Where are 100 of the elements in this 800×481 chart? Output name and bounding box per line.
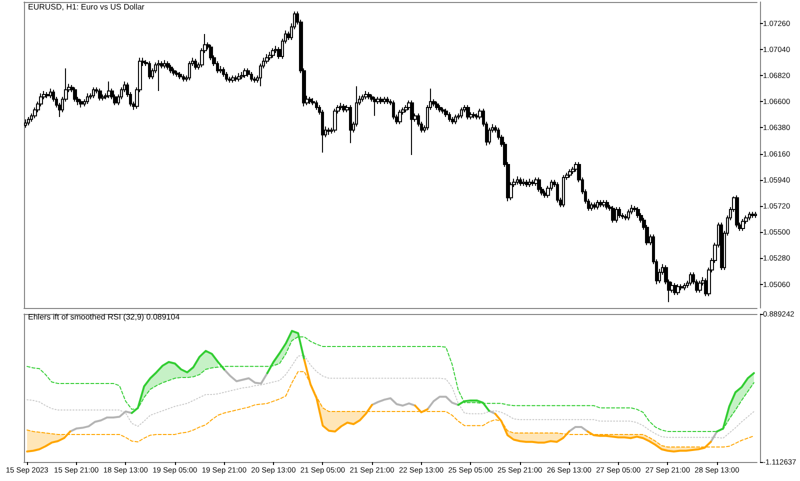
chart-title: Ehlers ift of smoothed RSI (32,9) 0.089104 — [28, 312, 180, 322]
candlestick — [466, 104, 470, 120]
chart-title: EURUSD, H1: Euro vs US Dollar — [28, 2, 145, 12]
candlestick — [86, 92, 89, 104]
candlestick — [525, 179, 528, 188]
candlestick — [45, 92, 49, 99]
candlestick — [676, 284, 680, 296]
candlestick — [367, 92, 371, 100]
candlestick — [27, 116, 30, 126]
candlestick — [373, 96, 377, 116]
candlestick — [379, 96, 383, 104]
candlestick — [679, 284, 683, 291]
candlestick — [107, 80, 111, 99]
candlestick — [605, 200, 609, 210]
candlestick — [148, 60, 151, 80]
candlestick — [271, 48, 275, 58]
candlestick — [240, 71, 244, 80]
candlestick — [735, 194, 739, 228]
candlestick — [194, 58, 197, 70]
candlestick — [182, 74, 185, 82]
candlestick — [265, 54, 269, 64]
candlestick — [253, 76, 256, 84]
candlestick — [683, 282, 686, 291]
candlestick — [562, 174, 565, 208]
candlestick — [543, 190, 547, 198]
candlestick — [751, 211, 754, 218]
candlestick — [349, 104, 352, 144]
candlestick — [398, 109, 402, 125]
candlestick — [392, 100, 395, 120]
candlestick — [268, 51, 272, 61]
candlestick — [172, 68, 176, 76]
candlestick — [361, 94, 364, 102]
candlestick — [246, 68, 250, 78]
candlestick — [741, 218, 745, 232]
candlestick — [231, 75, 235, 84]
candlestick — [237, 72, 241, 82]
candlestick — [522, 178, 525, 186]
candlestick — [472, 112, 476, 119]
candlestick — [166, 60, 170, 70]
candlestick — [222, 66, 225, 78]
candlestick — [188, 60, 191, 81]
candlestick — [228, 76, 231, 84]
candlestick — [92, 86, 95, 99]
candlestick — [698, 280, 702, 294]
candlestick — [225, 71, 228, 82]
candlestick — [404, 104, 408, 113]
candlestick — [516, 176, 519, 186]
candlestick — [519, 177, 522, 186]
candlestick — [438, 104, 442, 113]
candlestick — [627, 209, 630, 221]
candlestick — [618, 206, 621, 218]
candlestick — [386, 96, 389, 104]
candlestick — [321, 109, 324, 154]
candlestick — [460, 107, 463, 119]
candlestick — [531, 179, 535, 186]
candlestick — [451, 116, 454, 125]
candlestick — [178, 71, 182, 80]
candlestick — [219, 66, 222, 74]
candlestick — [410, 100, 414, 156]
candlestick — [157, 60, 160, 92]
candlestick — [615, 206, 618, 224]
candlestick — [333, 108, 337, 133]
candlestick — [163, 60, 166, 69]
candlestick — [754, 211, 757, 218]
candlestick — [596, 200, 599, 210]
candlestick — [342, 104, 346, 113]
candlestick — [624, 214, 627, 221]
candlestick — [720, 222, 723, 271]
candlestick — [383, 96, 386, 104]
candlestick — [98, 88, 102, 101]
candlestick — [475, 112, 479, 120]
candlestick — [308, 96, 312, 104]
candlestick — [689, 272, 692, 286]
candlestick — [593, 202, 596, 210]
candlestick — [599, 200, 603, 208]
candlestick — [590, 202, 593, 212]
candlestick — [234, 75, 238, 82]
candlestick — [339, 102, 343, 110]
candlestick — [73, 86, 77, 102]
candlestick — [169, 64, 173, 74]
candlestick — [444, 108, 448, 118]
candlestick — [537, 177, 541, 192]
candlestick — [748, 211, 751, 221]
candlestick — [315, 100, 318, 110]
candlestick — [602, 200, 606, 208]
candlestick — [435, 101, 439, 110]
candlestick — [568, 168, 572, 178]
candlestick — [49, 88, 52, 99]
candlestick — [79, 98, 83, 108]
candlestick — [441, 107, 445, 114]
candlestick — [528, 178, 531, 188]
candlestick — [611, 206, 615, 224]
candlestick — [175, 70, 179, 78]
candlestick — [454, 114, 457, 125]
candlestick — [327, 127, 330, 136]
candlestick — [24, 118, 27, 128]
candlestick — [448, 112, 451, 122]
candlestick — [556, 182, 559, 203]
candlestick — [636, 206, 640, 218]
candlestick — [571, 166, 575, 174]
